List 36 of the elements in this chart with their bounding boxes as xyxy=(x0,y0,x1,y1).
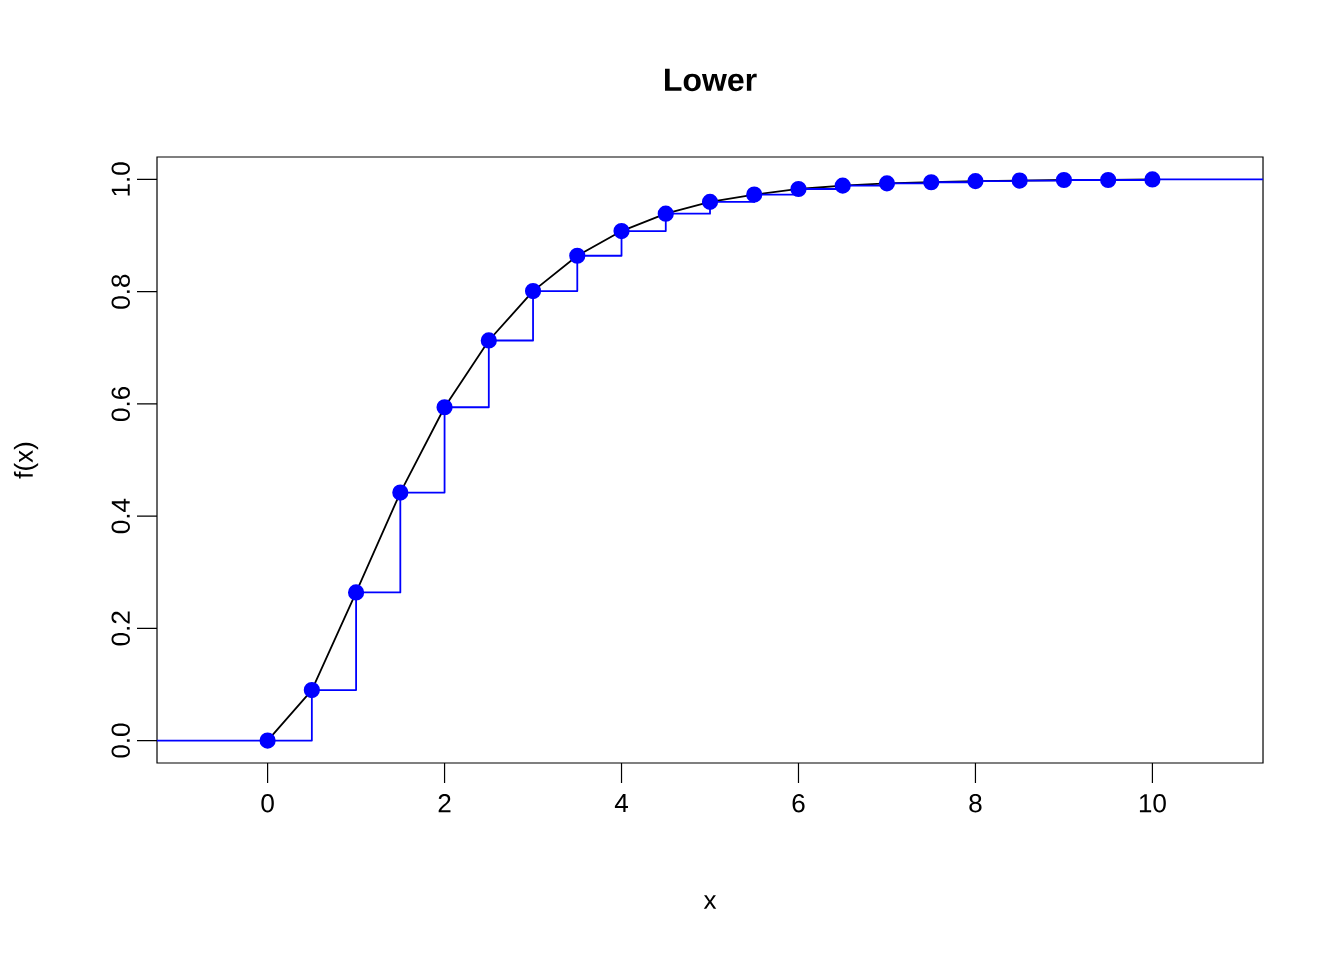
x-tick-label: 6 xyxy=(792,794,805,813)
x-tick-label: 2 xyxy=(438,794,451,813)
x-axis-title: x xyxy=(703,895,717,909)
x-tick-label: 8 xyxy=(969,794,982,813)
point xyxy=(392,484,409,501)
point xyxy=(303,681,320,699)
point xyxy=(524,283,542,300)
point xyxy=(1144,171,1161,188)
point xyxy=(1055,171,1073,189)
point xyxy=(1100,171,1117,189)
point xyxy=(613,222,630,240)
point xyxy=(701,193,719,210)
y-tick-label: 0.8 xyxy=(111,274,130,309)
y-tick-label: 0.6 xyxy=(111,386,130,421)
point xyxy=(834,177,851,194)
x-tick-label: 4 xyxy=(614,794,628,812)
point xyxy=(347,584,365,601)
point xyxy=(657,205,674,222)
y-axis-title: f(x) xyxy=(13,442,39,479)
x-tick-label: 10 xyxy=(1139,794,1166,813)
y-tick-label: 0.2 xyxy=(111,611,130,646)
point xyxy=(790,180,807,198)
y-tick-label: 0.0 xyxy=(111,723,130,758)
point xyxy=(1011,172,1028,189)
y-tick-label: 1.0 xyxy=(111,162,130,196)
chart-title: Lower xyxy=(665,68,757,92)
x-tick-label: 0 xyxy=(261,794,274,813)
point xyxy=(569,247,586,264)
point xyxy=(436,399,453,416)
point xyxy=(923,174,940,191)
point xyxy=(259,732,276,749)
y-tick-label: 0.4 xyxy=(111,498,130,534)
point xyxy=(480,332,497,349)
point xyxy=(746,186,763,203)
point xyxy=(967,173,984,190)
point xyxy=(878,175,896,192)
